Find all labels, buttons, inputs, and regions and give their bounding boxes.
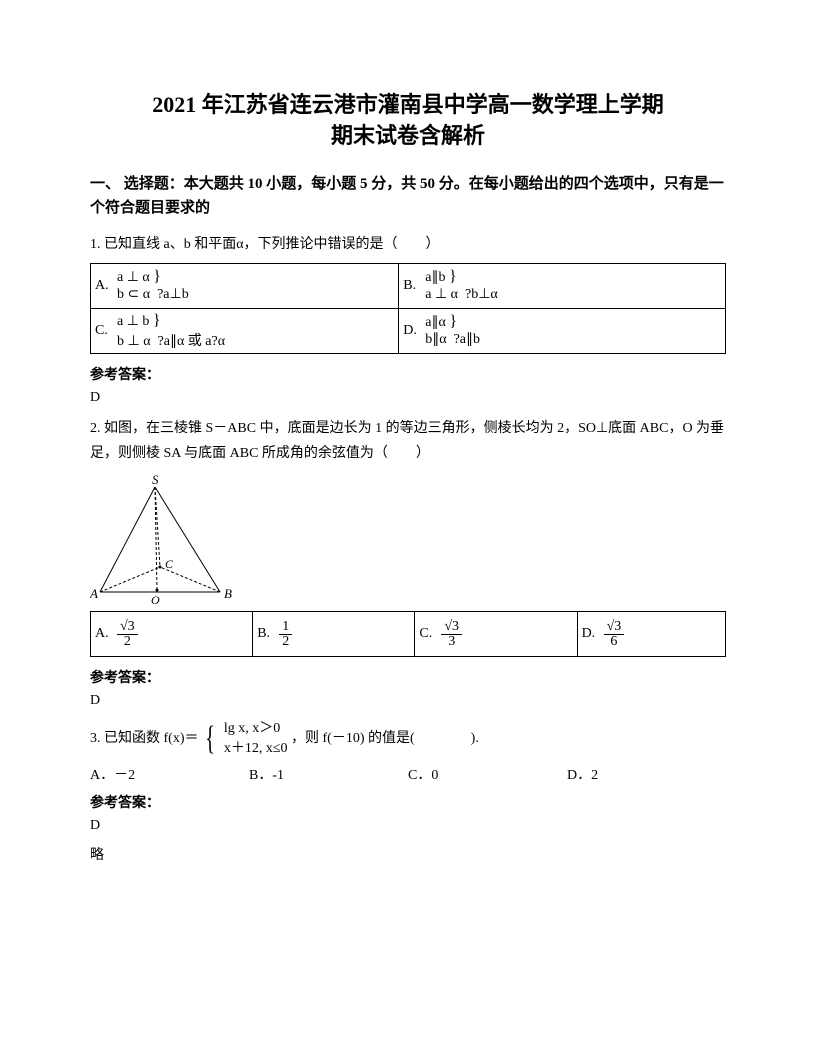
q1-opt-A-content: a ⊥ α } b ⊂ α ?a⊥b bbox=[113, 263, 399, 308]
q3-note: 略 bbox=[90, 844, 726, 864]
q2-A-den: 2 bbox=[117, 635, 138, 649]
q2-options-table: A. √32 B. 12 C. √33 D. √36 bbox=[90, 611, 726, 657]
q2-answer: D bbox=[90, 693, 726, 709]
diagram-label-C: C bbox=[165, 557, 174, 571]
q1-B-line1: a∥b bbox=[425, 270, 445, 285]
q1-stem: 1. 已知直线 a、b 和平面α，下列推论中错误的是（ ） bbox=[90, 232, 726, 257]
q3-opt-D: D．2 bbox=[567, 764, 726, 784]
q3-opt-C: C．0 bbox=[408, 764, 567, 784]
q2-stem: 2. 如图，在三棱锥 S－ABC 中，底面是边长为 1 的等边三角形，侧棱长均为… bbox=[90, 416, 726, 466]
q2-B-num: 1 bbox=[279, 620, 292, 635]
q1-C-line2: b ⊥ α bbox=[117, 334, 151, 349]
q1-answer: D bbox=[90, 390, 726, 406]
q3-piece1: lg x, x＞0 bbox=[224, 719, 288, 739]
q3-opt-A: A．－2 bbox=[90, 764, 249, 784]
q2-opt-D-label: D. bbox=[577, 612, 600, 657]
q1-opt-D-content: a∥α } b∥α ?a∥b bbox=[421, 308, 725, 353]
q1-B-line2: a ⊥ α bbox=[425, 287, 458, 302]
q2-D-den: 6 bbox=[604, 635, 625, 649]
q2-C-den: 3 bbox=[441, 635, 462, 649]
q1-opt-C-content: a ⊥ b } b ⊥ α ?a∥α 或 a?α bbox=[113, 308, 399, 353]
q1-D-res: ?a∥b bbox=[454, 332, 480, 347]
title-line2: 期末试卷含解析 bbox=[331, 123, 485, 148]
q1-opt-D-label: D. bbox=[399, 308, 422, 353]
q3-answer: D bbox=[90, 818, 726, 834]
q2-C-num: √3 bbox=[441, 620, 462, 635]
q1-A-res: ?a⊥b bbox=[157, 287, 189, 302]
q3-stem: 3. 已知函数 f(x)＝ { lg x, x＞0 x＋12, x≤0 ，则 f… bbox=[90, 719, 726, 758]
q2-opt-D-content: √36 bbox=[600, 612, 726, 657]
q2-B-den: 2 bbox=[279, 635, 292, 649]
q1-C-res: ?a∥α 或 a?α bbox=[158, 334, 226, 349]
diagram-label-A: A bbox=[90, 586, 98, 601]
q1-B-res: ?b⊥α bbox=[465, 287, 498, 302]
q2-answer-label: 参考答案： bbox=[90, 667, 726, 687]
q3-stem-suffix: ，则 f(－10) 的值是( ). bbox=[291, 731, 479, 746]
table-row: C. a ⊥ b } b ⊥ α ?a∥α 或 a?α D. a∥α } b∥α… bbox=[91, 308, 726, 353]
q3-stem-prefix: 3. 已知函数 f(x)＝ bbox=[90, 731, 199, 746]
diagram-label-B: B bbox=[224, 586, 232, 601]
q2-opt-B-label: B. bbox=[253, 612, 276, 657]
table-row: A. √32 B. 12 C. √33 D. √36 bbox=[91, 612, 726, 657]
table-row: A. a ⊥ α } b ⊂ α ?a⊥b B. a∥b } a ⊥ α ?b⊥… bbox=[91, 263, 726, 308]
q1-opt-C-label: C. bbox=[91, 308, 114, 353]
diagram-label-S: S bbox=[152, 472, 159, 487]
q2-A-num: √3 bbox=[117, 620, 138, 635]
q3-answer-label: 参考答案： bbox=[90, 792, 726, 812]
q3-opt-B: B．-1 bbox=[249, 764, 408, 784]
q3-piecewise: lg x, x＞0 x＋12, x≤0 bbox=[224, 719, 288, 758]
q1-options-table: A. a ⊥ α } b ⊂ α ?a⊥b B. a∥b } a ⊥ α ?b⊥… bbox=[90, 263, 726, 354]
q1-opt-A-label: A. bbox=[91, 263, 114, 308]
q2-diagram: S A O C B bbox=[90, 472, 240, 607]
q2-opt-C-content: √33 bbox=[437, 612, 577, 657]
q1-opt-B-label: B. bbox=[399, 263, 422, 308]
q1-A-line1: a ⊥ α bbox=[117, 270, 150, 285]
q1-C-line1: a ⊥ b bbox=[117, 314, 149, 329]
piecewise-brace-icon: { bbox=[205, 724, 215, 754]
diagram-label-O: O bbox=[151, 593, 160, 607]
q2-opt-A-content: √32 bbox=[113, 612, 253, 657]
q3-piece2: x＋12, x≤0 bbox=[224, 739, 288, 759]
q1-answer-label: 参考答案： bbox=[90, 364, 726, 384]
q2-opt-A-label: A. bbox=[91, 612, 114, 657]
q3-options: A．－2 B．-1 C．0 D．2 bbox=[90, 764, 726, 784]
title-line1: 2021 年江苏省连云港市灌南县中学高一数学理上学期 bbox=[152, 92, 664, 117]
page-title: 2021 年江苏省连云港市灌南县中学高一数学理上学期 期末试卷含解析 bbox=[90, 90, 726, 152]
q1-opt-B-content: a∥b } a ⊥ α ?b⊥α bbox=[421, 263, 725, 308]
q2-D-num: √3 bbox=[604, 620, 625, 635]
q2-opt-B-content: 12 bbox=[275, 612, 415, 657]
q1-D-line2: b∥α bbox=[425, 332, 446, 347]
q2-opt-C-label: C. bbox=[415, 612, 438, 657]
section-1-heading: 一、 选择题：本大题共 10 小题，每小题 5 分，共 50 分。在每小题给出的… bbox=[90, 172, 726, 220]
q1-A-line2: b ⊂ α bbox=[117, 287, 150, 302]
q1-D-line1: a∥α bbox=[425, 315, 446, 330]
